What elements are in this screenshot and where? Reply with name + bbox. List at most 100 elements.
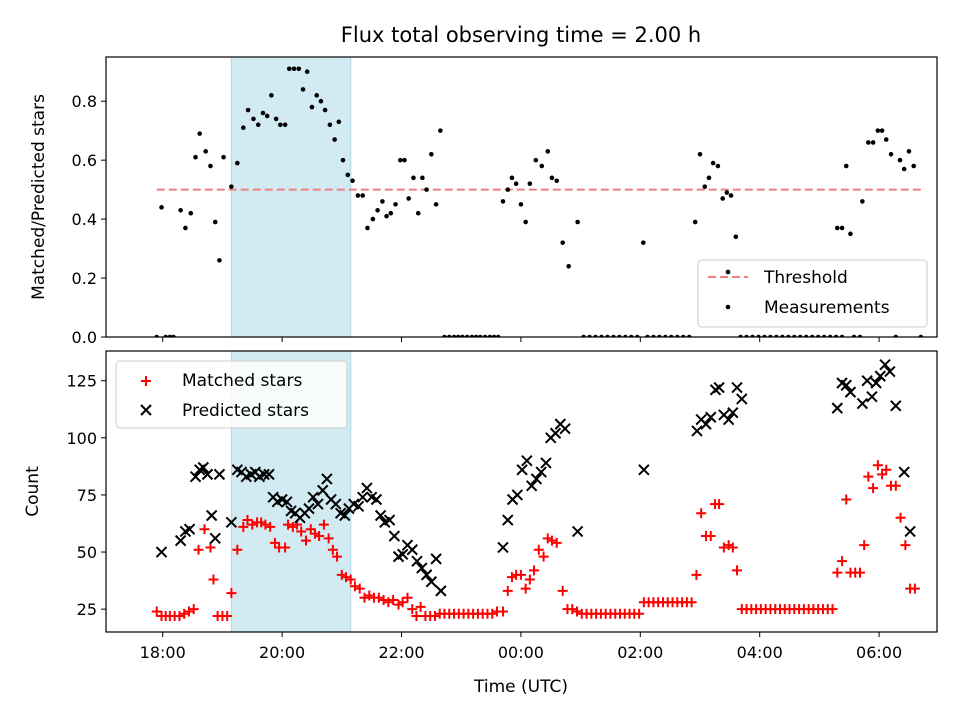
data-point xyxy=(318,519,329,530)
data-point xyxy=(575,219,580,225)
data-point xyxy=(874,370,886,382)
data-point xyxy=(232,544,243,555)
data-point xyxy=(634,608,645,619)
data-point xyxy=(520,583,531,594)
data-point xyxy=(696,508,707,519)
data-point xyxy=(264,113,270,119)
data-point xyxy=(411,175,416,181)
data-point xyxy=(502,514,514,526)
data-point xyxy=(430,553,442,565)
data-point xyxy=(316,484,329,497)
data-point xyxy=(540,457,552,469)
data-point xyxy=(209,532,221,545)
data-point xyxy=(511,489,524,501)
data-point xyxy=(356,491,369,503)
data-point xyxy=(179,608,190,619)
data-point xyxy=(863,471,874,482)
data-point xyxy=(352,500,365,513)
data-point xyxy=(860,199,865,204)
data-point xyxy=(706,175,712,181)
data-point xyxy=(205,542,216,553)
data-point xyxy=(183,523,196,535)
data-point xyxy=(201,468,214,481)
data-point xyxy=(355,193,361,198)
data-point xyxy=(524,574,535,585)
shaded-interval xyxy=(230,56,352,338)
data-point xyxy=(714,499,725,510)
x-tick-label: 22:00 xyxy=(378,643,424,662)
data-point xyxy=(314,531,325,542)
data-point xyxy=(411,555,423,567)
data-point xyxy=(502,585,513,596)
y-tick-label: 0.2 xyxy=(72,269,97,288)
data-point xyxy=(535,466,547,478)
plot-area xyxy=(151,358,920,622)
data-point xyxy=(435,585,447,597)
data-point xyxy=(911,163,917,169)
y-axis-label: Matched/Predicted stars xyxy=(29,94,49,300)
data-point xyxy=(841,494,852,505)
data-point xyxy=(361,482,373,494)
data-point xyxy=(183,606,194,617)
data-point xyxy=(354,583,365,594)
data-point xyxy=(415,210,421,216)
data-point xyxy=(174,534,187,547)
data-point xyxy=(727,542,738,553)
data-point xyxy=(406,544,418,556)
data-point xyxy=(174,611,185,622)
data-point xyxy=(727,406,739,419)
data-point xyxy=(242,515,253,526)
data-point xyxy=(700,418,712,430)
data-point xyxy=(530,473,543,485)
data-point xyxy=(487,608,498,619)
data-point xyxy=(870,140,876,145)
data-point xyxy=(388,595,399,606)
data-point xyxy=(380,199,385,204)
data-point xyxy=(559,422,571,435)
data-point xyxy=(909,583,920,594)
data-point xyxy=(859,540,870,551)
data-point xyxy=(900,540,911,551)
x-tick-label: 02:00 xyxy=(617,643,663,662)
data-point xyxy=(296,526,307,537)
legend-measurements-swatch xyxy=(725,304,731,310)
data-point xyxy=(557,585,568,596)
data-point xyxy=(373,592,384,603)
data-point xyxy=(178,207,183,213)
data-point xyxy=(208,163,213,169)
data-point xyxy=(407,604,418,615)
data-point xyxy=(318,98,324,104)
data-point xyxy=(890,400,902,412)
data-point xyxy=(193,544,204,555)
data-point xyxy=(879,128,885,133)
legend: Threshold Measurements xyxy=(697,259,928,328)
data-point xyxy=(263,468,275,481)
data-point xyxy=(241,125,246,131)
y-tick-label: 0.0 xyxy=(72,328,97,347)
data-point xyxy=(686,597,697,608)
data-point xyxy=(291,66,297,72)
data-point xyxy=(884,365,896,378)
data-point xyxy=(238,521,249,532)
data-point xyxy=(420,569,433,581)
data-point xyxy=(226,588,237,599)
data-point xyxy=(566,263,571,269)
data-point xyxy=(429,611,440,622)
data-point xyxy=(718,542,729,553)
data-point xyxy=(229,184,234,189)
data-point xyxy=(235,160,240,166)
data-point xyxy=(212,219,218,225)
legend-label: Measurements xyxy=(764,298,890,318)
data-point xyxy=(854,567,865,578)
y-tick-label: 125 xyxy=(66,372,97,391)
data-point xyxy=(286,66,292,72)
data-point xyxy=(705,531,716,542)
data-point xyxy=(336,119,342,125)
data-point xyxy=(697,151,703,157)
data-point xyxy=(415,601,426,612)
x-tick-label: 06:00 xyxy=(856,643,902,662)
data-point xyxy=(304,69,310,75)
data-point xyxy=(255,122,261,128)
data-point xyxy=(529,565,540,576)
data-point xyxy=(365,225,370,231)
